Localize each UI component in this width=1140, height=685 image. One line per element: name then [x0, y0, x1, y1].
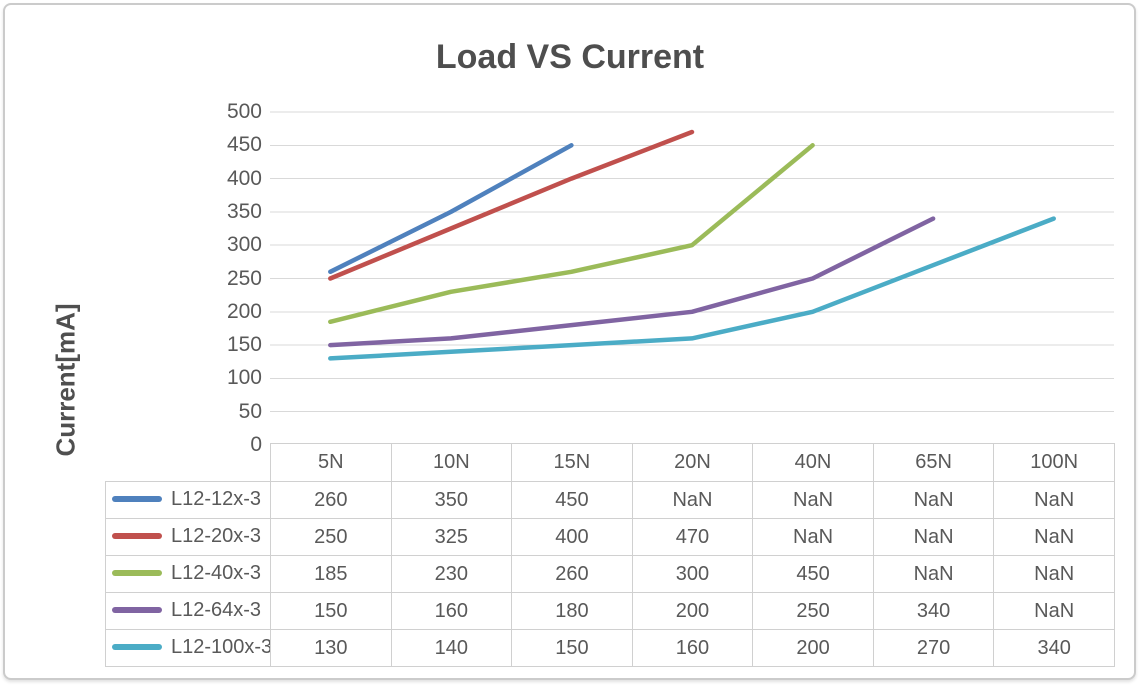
series-lines	[328, 129, 1056, 361]
value-cell-L12-20x-3-20N: 470	[631, 518, 754, 556]
value-cell-L12-12x-3-5N: 260	[270, 481, 392, 519]
y-tick-label-250: 250	[226, 266, 262, 290]
chart-title: Load VS Current	[435, 38, 705, 76]
value-cell-L12-20x-3-10N: 325	[390, 518, 513, 556]
y-tick-label-0: 0	[250, 433, 262, 456]
value-cell-L12-100x-3-20N: 160	[631, 629, 754, 667]
table-row-L12-20x-3: L12-20x-3 250 325 400 470 NaN NaN NaN	[105, 518, 1115, 556]
value-cell-L12-20x-3-65N: NaN	[872, 518, 995, 556]
legend-label-L12-64x-3: L12-64x-3	[171, 599, 262, 622]
value-cell-L12-12x-3-15N: 450	[511, 481, 633, 519]
value-cell-L12-64x-3-20N: 200	[631, 592, 754, 630]
y-tick-label-100: 100	[226, 366, 262, 390]
legend-cell-L12-100x-3: L12-100x-3	[105, 629, 271, 667]
legend-label-L12-12x-3: L12-12x-3	[171, 488, 262, 511]
data-table-header: 5N 10N 15N 20N 40N 65N 100N	[106, 443, 1115, 482]
legend-swatch-L12-64x-3	[112, 606, 162, 613]
value-cell-L12-40x-3-5N: 185	[270, 555, 392, 593]
y-tick-label-150: 150	[226, 333, 262, 357]
value-cell-L12-40x-3-40N: 450	[752, 555, 874, 593]
value-cell-L12-64x-3-5N: 150	[270, 592, 392, 630]
y-tick-label-500: 500	[226, 100, 262, 123]
legend-cell-L12-12x-3: L12-12x-3	[105, 481, 271, 519]
series-line-L12-64x-3	[328, 216, 936, 348]
table-row-L12-40x-3: L12-40x-3 185 230 260 300 450 NaN NaN	[105, 555, 1115, 593]
value-cell-L12-40x-3-100N: NaN	[993, 555, 1115, 593]
series-line-L12-100x-3	[328, 216, 1056, 361]
value-cell-L12-20x-3-100N: NaN	[993, 518, 1115, 556]
y-tick-label-50: 50	[238, 399, 262, 423]
value-cell-L12-40x-3-15N: 260	[511, 555, 633, 593]
y-tick-label-350: 350	[226, 199, 262, 223]
value-cell-L12-100x-3-15N: 150	[511, 629, 633, 667]
value-cell-L12-100x-3-100N: 340	[993, 629, 1115, 667]
value-cell-L12-40x-3-20N: 300	[631, 555, 754, 593]
value-cell-L12-100x-3-5N: 130	[270, 629, 392, 667]
value-cell-L12-100x-3-10N: 140	[390, 629, 513, 667]
legend-swatch-L12-12x-3	[112, 495, 162, 502]
legend-cell-L12-40x-3: L12-40x-3	[105, 555, 271, 593]
gridlines	[270, 111, 1114, 413]
value-cell-L12-64x-3-15N: 180	[511, 592, 633, 630]
column-header-65N: 65N	[872, 443, 995, 482]
y-tick-label-400: 400	[226, 166, 262, 190]
column-header-100N: 100N	[993, 443, 1115, 482]
y-axis-title: Current[mA]	[50, 303, 81, 457]
value-cell-L12-64x-3-10N: 160	[390, 592, 513, 630]
value-cell-L12-12x-3-10N: 350	[390, 481, 513, 519]
legend-cell-L12-64x-3: L12-64x-3	[105, 592, 271, 630]
value-cell-L12-100x-3-40N: 200	[752, 629, 874, 667]
value-cell-L12-12x-3-20N: NaN	[631, 481, 754, 519]
value-cell-L12-64x-3-100N: NaN	[993, 592, 1115, 630]
y-tick-label-300: 300	[226, 233, 262, 257]
series-line-L12-20x-3	[328, 129, 695, 281]
value-cell-L12-40x-3-65N: NaN	[872, 555, 995, 593]
y-tick-label-200: 200	[226, 299, 262, 323]
value-cell-L12-20x-3-15N: 400	[511, 518, 633, 556]
value-cell-L12-12x-3-65N: NaN	[872, 481, 995, 519]
plot-area	[270, 111, 1114, 413]
value-cell-L12-100x-3-65N: 270	[872, 629, 995, 667]
series-line-L12-40x-3	[328, 143, 815, 325]
legend-cell-L12-20x-3: L12-20x-3	[105, 518, 271, 556]
table-row-L12-100x-3: L12-100x-3 130 140 150 160 200 270 340	[105, 629, 1115, 667]
column-header-10N: 10N	[390, 443, 513, 482]
legend-label-L12-20x-3: L12-20x-3	[171, 525, 262, 548]
value-cell-L12-20x-3-5N: 250	[270, 518, 392, 556]
value-cell-L12-64x-3-65N: 340	[872, 592, 995, 630]
value-cell-L12-40x-3-10N: 230	[390, 555, 513, 593]
value-cell-L12-12x-3-40N: NaN	[752, 481, 874, 519]
data-table: 5N 10N 15N 20N 40N 65N 100N L12-12x-3 260 350 450…	[105, 443, 1115, 667]
table-row-L12-12x-3: L12-12x-3 260 350 450 NaN NaN NaN NaN	[105, 481, 1115, 519]
legend-label-L12-100x-3: L12-100x-3	[171, 636, 271, 659]
column-header-40N: 40N	[752, 443, 874, 482]
legend-swatch-L12-20x-3	[112, 532, 162, 539]
value-cell-L12-12x-3-100N: NaN	[993, 481, 1115, 519]
legend-label-L12-40x-3: L12-40x-3	[171, 562, 262, 585]
value-cell-L12-64x-3-40N: 250	[752, 592, 874, 630]
y-tick-label-450: 450	[226, 133, 262, 157]
data-table-body: L12-12x-3 260 350 450 NaN NaN NaN NaN L12-20x-3 2…	[105, 481, 1115, 667]
legend-swatch-L12-40x-3	[112, 569, 162, 576]
table-header-row: 5N 10N 15N 20N 40N 65N 100N	[106, 443, 1115, 482]
table-blank-corner-cell	[106, 444, 271, 482]
column-header-5N: 5N	[270, 443, 392, 482]
series-line-L12-12x-3	[328, 143, 574, 275]
table-row-L12-64x-3: L12-64x-3 150 160 180 200 250 340 NaN	[105, 592, 1115, 630]
column-header-15N: 15N	[511, 443, 633, 482]
legend-swatch-L12-100x-3	[112, 643, 162, 650]
value-cell-L12-20x-3-40N: NaN	[752, 518, 874, 556]
column-header-20N: 20N	[631, 443, 754, 482]
